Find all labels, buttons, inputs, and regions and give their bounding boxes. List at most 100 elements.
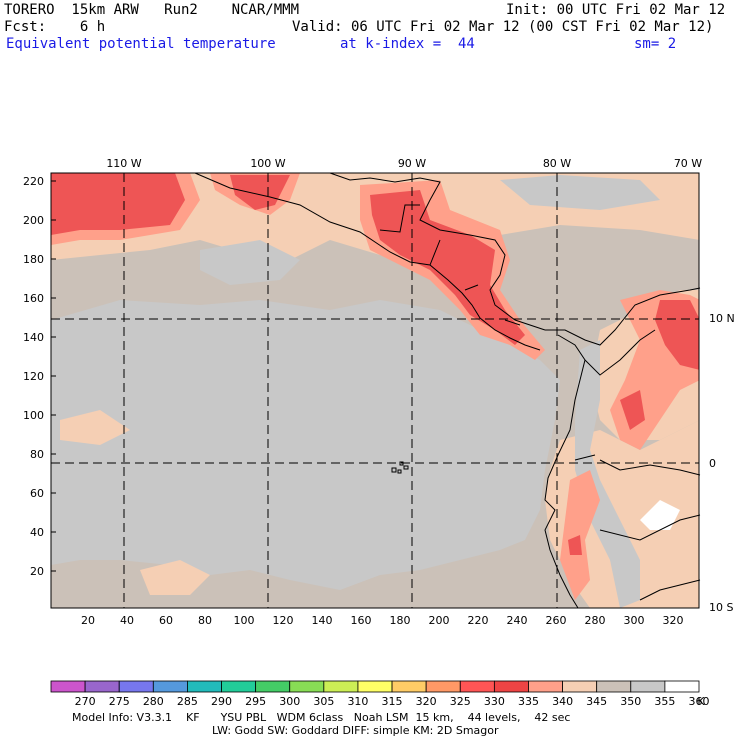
colorbar-swatch — [562, 680, 598, 693]
colorbar-level-label: 315 — [381, 695, 403, 708]
colorbar-level-label: 345 — [586, 695, 608, 708]
grid-y-tick: 80 — [30, 448, 44, 461]
theta-e-330-patch — [620, 390, 645, 430]
grid-x-tick: 100 — [233, 614, 255, 627]
grid-y-tick: 100 — [23, 409, 44, 422]
colorbar-swatch — [152, 680, 188, 693]
colorbar-level-label: 300 — [279, 695, 301, 708]
grid-x-tick: 20 — [81, 614, 95, 627]
theta-e-330-region — [51, 173, 185, 235]
grid-y-tick: 20 — [30, 565, 44, 578]
colorbar-swatch — [118, 680, 154, 693]
colorbar-swatch — [630, 680, 666, 693]
colorbar-level-label: 330 — [483, 695, 505, 708]
theta-e-340-345-patch — [140, 560, 210, 595]
grid-x-tick: 60 — [159, 614, 173, 627]
grid-x-tick: 120 — [272, 614, 294, 627]
model-info: Model Info: V3.3.1 KF YSU PBL WDM 6class… — [72, 711, 571, 724]
theta-e-330-region — [655, 300, 699, 370]
physics-info: LW: Godd SW: Goddard DIFF: simple KM: 2D… — [212, 724, 499, 737]
grid-x-tick: 320 — [662, 614, 684, 627]
colorbar-level-label: 295 — [245, 695, 267, 708]
theta-e-330-patch — [568, 535, 582, 555]
colorbar-swatch — [50, 680, 86, 693]
grid-y-tick: 120 — [23, 370, 44, 383]
graticule — [51, 173, 699, 608]
grid-x-tick: 260 — [545, 614, 567, 627]
theta-e-330-region — [230, 175, 290, 210]
colorbar-level-label: 320 — [415, 695, 437, 708]
theta-e-355-region — [51, 300, 560, 590]
field-name: Equivalent potential temperature — [6, 36, 276, 52]
colorbar-level-label: 310 — [347, 695, 369, 708]
grid-x-tick: 80 — [198, 614, 212, 627]
colorbar-swatch — [187, 680, 222, 693]
colorbar-level-label: 325 — [449, 695, 471, 708]
lat-label-10n: 10 N — [709, 312, 735, 325]
colorbar-swatch — [289, 680, 325, 693]
colorbar-level-label: 360 — [688, 695, 710, 708]
theta-e-330-region — [370, 190, 525, 345]
theta-e-340-345-patch — [60, 410, 130, 445]
south-america-coastline — [545, 287, 701, 346]
grid-x-tick: 160 — [350, 614, 372, 627]
lon-label-100w: 100 W — [250, 157, 286, 170]
level-info: at k-index = 44 — [340, 36, 475, 52]
colorbar-level-label: 350 — [620, 695, 642, 708]
colorbar-level-label: 355 — [654, 695, 676, 708]
theta-e-355-patch — [500, 175, 660, 210]
grid-y-tick: 40 — [30, 526, 44, 539]
theta-e-355-andes — [575, 340, 640, 608]
colorbar-level-label: 290 — [211, 695, 233, 708]
colorbar-swatch — [357, 680, 393, 693]
colorbar-swatch — [528, 680, 563, 693]
colorbar-level-label: 285 — [176, 695, 198, 708]
theta-e-white-region — [640, 500, 680, 530]
grid-x-tick: 240 — [506, 614, 528, 627]
lon-label-70w: 70 W — [673, 157, 703, 170]
lon-label-90w: 90 W — [397, 157, 427, 170]
colorbar-swatch — [459, 680, 495, 693]
colorbar-level-label: 270 — [74, 695, 96, 708]
grid-x-tick: 140 — [311, 614, 333, 627]
lat-label-10s: 10 S — [709, 601, 734, 614]
country-borders — [379, 204, 701, 601]
lat-label-0: 0 — [709, 457, 716, 470]
grid-x-tick: 300 — [623, 614, 645, 627]
grid-x-tick: 220 — [467, 614, 489, 627]
model-title: TORERO 15km ARW Run2 NCAR/MMM — [4, 2, 300, 18]
grid-y-tick: 220 — [23, 175, 44, 188]
grid-y-tick: 160 — [23, 292, 44, 305]
smoothing-info: sm= 2 — [634, 36, 677, 52]
colorbar-swatch — [391, 680, 427, 693]
grid-y-tick: 140 — [23, 331, 44, 344]
forecast-hour: Fcst: 6 h — [4, 19, 106, 35]
grid-tick-marks — [51, 180, 56, 572]
lon-label-80w: 80 W — [542, 157, 572, 170]
colorbar-swatch — [425, 680, 461, 693]
colorbar-swatch — [255, 680, 291, 693]
colorbar-swatch — [664, 680, 700, 693]
colorbar-swatch — [596, 680, 632, 693]
theta-e-field — [51, 173, 699, 608]
colorbar-swatch — [84, 680, 120, 693]
colorbar-swatch — [493, 680, 529, 693]
yucatan-caribbean-coastline — [329, 172, 546, 331]
grid-x-tick: 200 — [428, 614, 450, 627]
galapagos-islands — [391, 461, 409, 474]
colorbar-level-label: 335 — [517, 695, 539, 708]
grid-x-tick: 180 — [389, 614, 411, 627]
colorbar-swatch — [221, 680, 257, 693]
grid-y-tick: 180 — [23, 253, 44, 266]
grid-x-tick: 40 — [120, 614, 134, 627]
colorbar-level-label: 275 — [108, 695, 130, 708]
colorbar-swatch — [323, 680, 359, 693]
colorbar-unit: K — [697, 695, 705, 708]
map-frame — [50, 172, 700, 609]
lon-label-110w: 110 W — [106, 157, 142, 170]
grid-x-tick: 280 — [584, 614, 606, 627]
grid-y-tick: 60 — [30, 487, 44, 500]
grid-y-tick: 200 — [23, 214, 44, 227]
